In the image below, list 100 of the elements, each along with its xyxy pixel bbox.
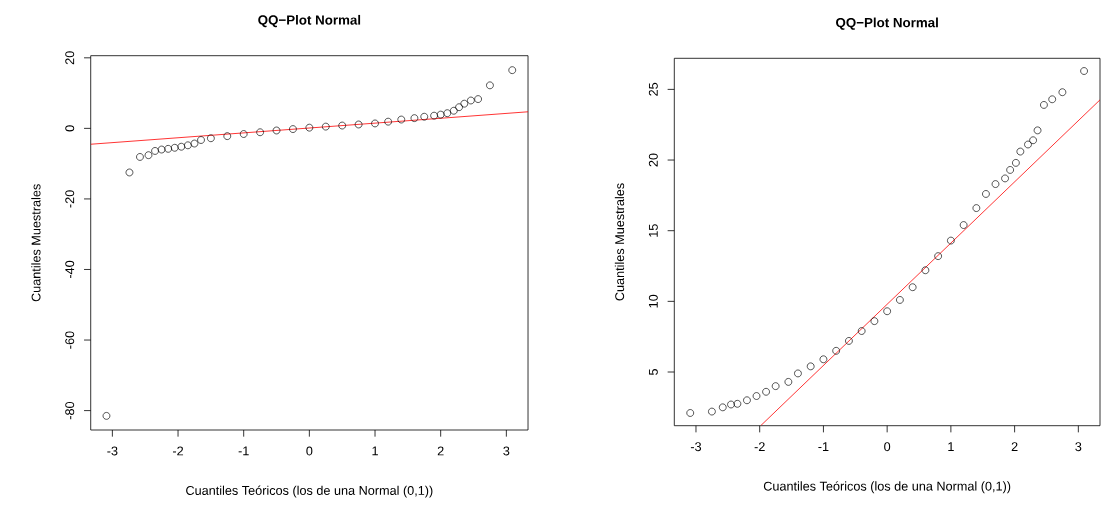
point bbox=[207, 134, 215, 143]
point bbox=[832, 347, 840, 355]
point bbox=[177, 142, 186, 151]
point bbox=[338, 121, 346, 130]
point bbox=[397, 115, 406, 124]
point bbox=[1058, 88, 1067, 97]
point bbox=[1080, 67, 1088, 75]
x-tick-label: -1 bbox=[818, 442, 829, 451]
y-tick-label: 20 bbox=[648, 153, 658, 167]
point bbox=[197, 136, 205, 144]
y-tick-label: 25 bbox=[648, 82, 658, 96]
point bbox=[467, 96, 475, 105]
chart-title: QQ−Plot Normal bbox=[836, 17, 938, 30]
point bbox=[1016, 147, 1025, 156]
point bbox=[321, 122, 330, 131]
point bbox=[982, 190, 990, 198]
point bbox=[125, 168, 134, 177]
point bbox=[1001, 174, 1009, 183]
point bbox=[157, 145, 166, 154]
point bbox=[883, 307, 891, 316]
x-tick-label: -3 bbox=[107, 446, 118, 456]
y-tick-label: -60 bbox=[65, 331, 75, 349]
point bbox=[239, 130, 248, 138]
point bbox=[857, 327, 866, 335]
point bbox=[443, 109, 452, 118]
point bbox=[486, 81, 494, 90]
point bbox=[771, 382, 780, 390]
point bbox=[223, 132, 232, 140]
chart-title: QQ−Plot Normal bbox=[258, 14, 361, 28]
point bbox=[762, 387, 770, 396]
point bbox=[806, 362, 815, 371]
point bbox=[819, 355, 828, 364]
point bbox=[455, 103, 463, 112]
point bbox=[718, 403, 727, 412]
point bbox=[474, 95, 482, 103]
point bbox=[934, 252, 942, 260]
point bbox=[1048, 95, 1057, 104]
point bbox=[896, 296, 904, 304]
point bbox=[102, 412, 111, 420]
point bbox=[752, 392, 761, 400]
x-axis-title: Cuantiles Teóricos (los de una Normal (0,1)) bbox=[763, 481, 1011, 494]
point bbox=[170, 143, 179, 152]
point bbox=[991, 180, 1000, 188]
point bbox=[733, 399, 742, 408]
point bbox=[921, 266, 930, 275]
y-tick-label: 5 bbox=[648, 369, 658, 376]
x-tick-label: -1 bbox=[238, 446, 249, 456]
point bbox=[1024, 140, 1032, 149]
point bbox=[972, 204, 981, 212]
point bbox=[371, 119, 379, 128]
x-tick-label: 0 bbox=[306, 446, 313, 456]
x-tick-label: -2 bbox=[172, 446, 184, 456]
y-tick-label: 20 bbox=[65, 51, 75, 65]
point bbox=[784, 378, 793, 386]
y-tick-label: -20 bbox=[65, 190, 75, 208]
point bbox=[354, 120, 363, 129]
point bbox=[947, 236, 955, 245]
point bbox=[420, 112, 429, 121]
point bbox=[727, 400, 735, 409]
point bbox=[508, 66, 517, 74]
x-axis-title: Cuantiles Teóricos (los de una Normal (0,1)) bbox=[186, 485, 433, 498]
y-tick-label: 0 bbox=[65, 125, 75, 132]
point bbox=[184, 141, 192, 150]
point bbox=[190, 139, 199, 148]
y-tick-label: 15 bbox=[648, 224, 658, 237]
y-tick-label: 10 bbox=[648, 294, 658, 308]
x-tick-label: 2 bbox=[437, 446, 444, 456]
point bbox=[1040, 101, 1048, 109]
point bbox=[959, 221, 968, 229]
point bbox=[1006, 166, 1014, 174]
x-tick-label: -3 bbox=[690, 442, 702, 452]
x-tick-label: 1 bbox=[372, 446, 378, 456]
y-tick-label: -80 bbox=[65, 401, 75, 420]
point bbox=[1029, 136, 1037, 145]
point bbox=[845, 337, 853, 345]
point bbox=[1012, 159, 1020, 167]
x-tick-label: 0 bbox=[884, 442, 891, 452]
point bbox=[686, 409, 695, 417]
x-tick-label: 3 bbox=[503, 446, 510, 456]
point bbox=[151, 147, 159, 155]
point bbox=[144, 151, 153, 159]
x-tick-label: 3 bbox=[1075, 442, 1082, 452]
point bbox=[708, 407, 716, 416]
point bbox=[908, 283, 917, 292]
point bbox=[272, 126, 281, 135]
x-tick-label: 1 bbox=[948, 442, 954, 451]
point bbox=[384, 117, 392, 126]
point bbox=[1033, 126, 1042, 135]
point bbox=[410, 114, 419, 122]
point bbox=[136, 153, 144, 161]
y-tick-label: -40 bbox=[65, 260, 75, 279]
point bbox=[450, 106, 458, 115]
y-axis-title: Cuantiles Muestrales bbox=[31, 184, 41, 302]
point bbox=[256, 128, 264, 137]
point bbox=[430, 111, 438, 120]
point bbox=[870, 317, 879, 325]
y-axis-title: Cuantiles Muestrales bbox=[614, 183, 625, 301]
point bbox=[794, 369, 802, 378]
point bbox=[305, 123, 314, 132]
point bbox=[164, 145, 172, 153]
